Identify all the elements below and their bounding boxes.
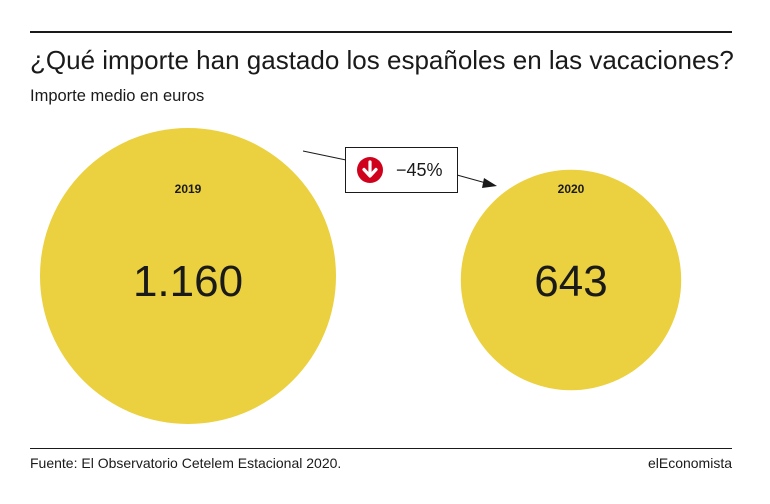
change-label: −45% <box>396 160 443 180</box>
connector-arrow-line <box>456 174 487 184</box>
chart-title: ¿Qué importe han gastado los españoles e… <box>30 45 734 75</box>
bubble-2020 <box>460 169 682 391</box>
category-label: 2020 <box>558 182 585 196</box>
brand-label: elEconomista <box>647 455 732 471</box>
value-label: 1.160 <box>133 257 243 306</box>
bubble-chart: 2019 1.160 2020 643 <box>40 128 682 424</box>
value-label: 643 <box>534 257 607 306</box>
connector-arrowhead <box>482 178 497 188</box>
connector-line <box>302 150 347 161</box>
top-rule <box>30 31 732 33</box>
bottom-rule <box>30 448 732 449</box>
category-label: 2019 <box>175 182 202 196</box>
down-arrow-icon <box>357 157 383 183</box>
bubble-2019 <box>40 128 336 424</box>
change-badge: −45% <box>345 147 458 193</box>
chart-subtitle: Importe medio en euros <box>30 87 205 105</box>
source-note: Fuente: El Observatorio Cetelem Estacion… <box>30 455 342 471</box>
